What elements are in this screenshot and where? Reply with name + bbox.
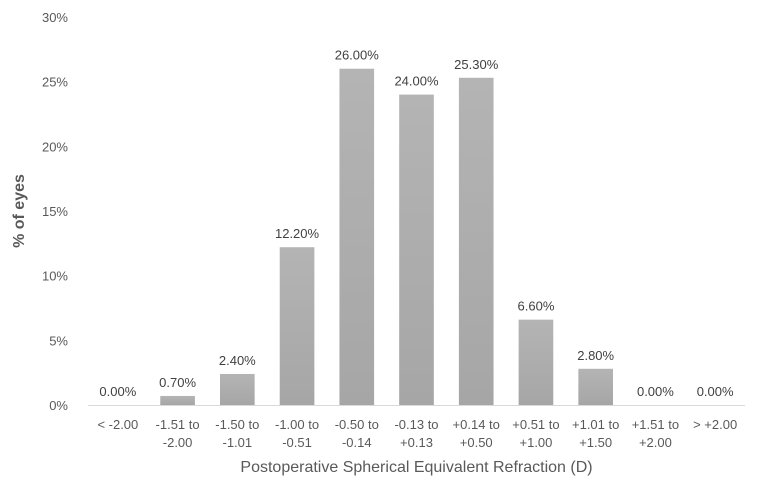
x-category-label: +1.01 to +1.50 [572, 417, 619, 450]
data-label: 0.70% [159, 375, 196, 390]
category-labels-group: < -2.00 -1.51 to -2.00 -1.50 to -1.01 -1.00 t… [97, 417, 737, 450]
y-tick-label: 5% [49, 333, 68, 348]
y-tick-label: 20% [42, 139, 68, 154]
bar [399, 94, 434, 405]
x-category-label: -1.50 to -1.01 [215, 417, 259, 450]
y-tick-label: 15% [42, 204, 68, 219]
data-label: 24.00% [394, 74, 439, 89]
data-label: 6.60% [518, 299, 555, 314]
bar [219, 373, 255, 405]
data-label: 0.00% [99, 384, 136, 399]
data-label: 25.30% [454, 57, 499, 72]
bars-group [160, 68, 614, 405]
data-labels-group: 0.00% 0.70% 2.40% 12.20% 26.00% 24.00% 25.30% 6… [99, 48, 734, 399]
y-tick-label: 30% [42, 10, 68, 25]
data-label: 0.00% [637, 384, 674, 399]
data-label: 2.80% [577, 348, 614, 363]
y-axis-title: % of eyes [11, 174, 28, 248]
x-category-label: -1.51 to -2.00 [156, 417, 200, 450]
data-label: 2.40% [219, 353, 256, 368]
x-axis-title: Postoperative Spherical Equivalent Refra… [240, 459, 592, 476]
bar [339, 68, 375, 405]
x-category-label: -0.50 to -0.14 [335, 417, 379, 450]
y-tick-label: 25% [42, 75, 68, 90]
x-category-label: +0.14 to +0.50 [453, 417, 500, 450]
data-label: 12.20% [275, 226, 320, 241]
bar [279, 247, 315, 405]
x-category-label: +1.51 to +2.00 [632, 417, 679, 450]
x-category-label: -0.13 to +0.13 [394, 417, 438, 450]
bar [578, 368, 614, 405]
bar [160, 395, 195, 405]
y-tick-label: 10% [42, 269, 68, 284]
x-category-label: < -2.00 [97, 417, 138, 432]
y-tick-label: 0% [49, 398, 68, 413]
data-label: 26.00% [335, 48, 380, 63]
bar [458, 77, 494, 405]
y-axis-ticks: 0% 5% 10% 15% 20% 25% 30% [42, 10, 68, 413]
x-category-label: -1.00 to -0.51 [275, 417, 319, 450]
bar [518, 319, 554, 405]
data-label: 0.00% [697, 384, 734, 399]
x-category-label: > +2.00 [693, 417, 737, 432]
x-category-label: +0.51 to +1.00 [512, 417, 559, 450]
